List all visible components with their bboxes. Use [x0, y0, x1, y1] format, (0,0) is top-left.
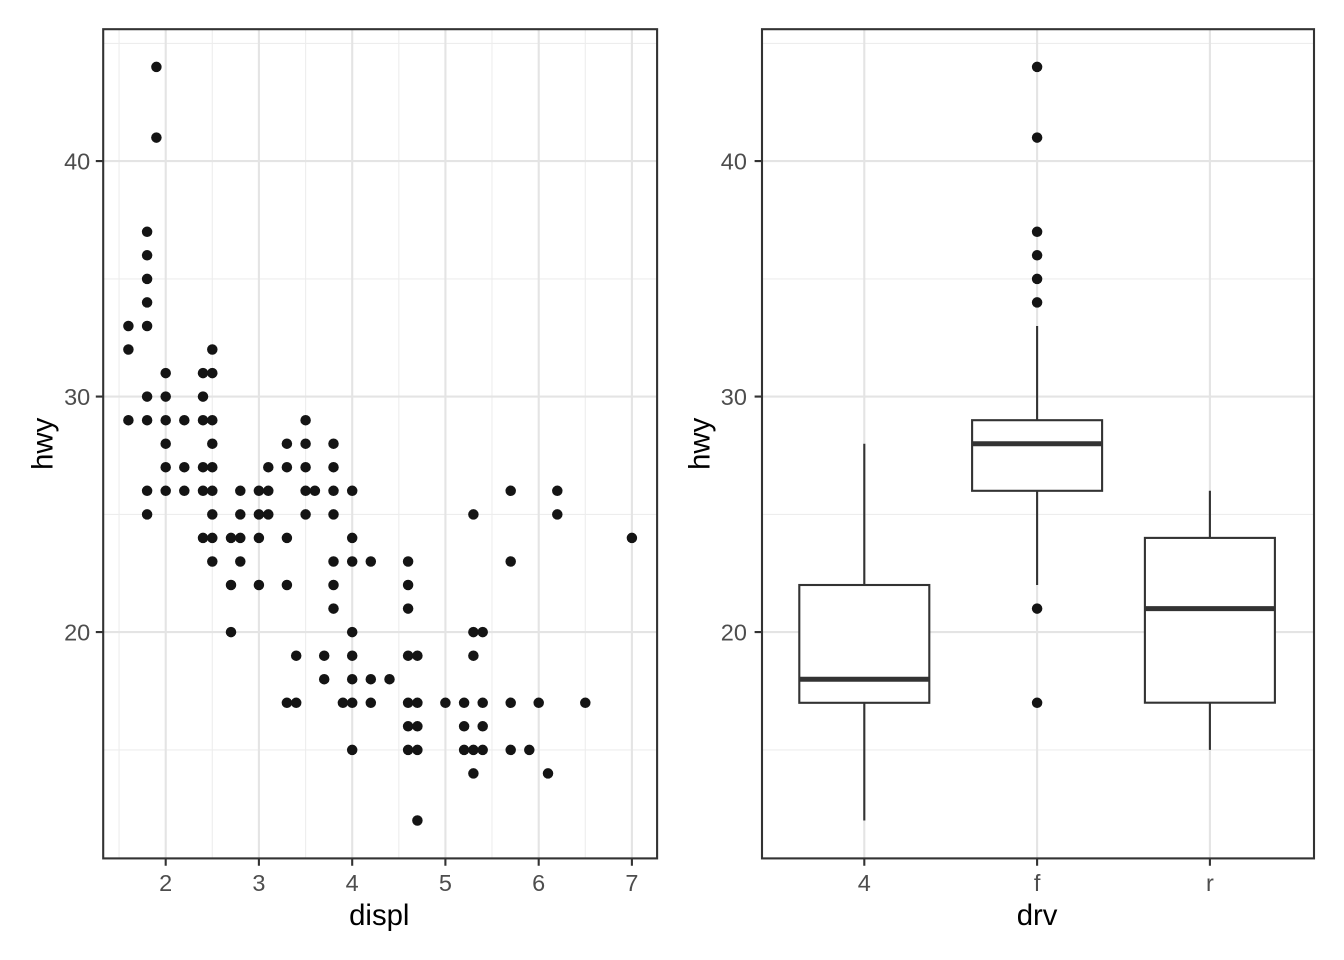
svg-text:hwy: hwy — [684, 417, 717, 469]
svg-text:30: 30 — [64, 384, 90, 410]
svg-text:40: 40 — [721, 149, 747, 175]
svg-text:drv: drv — [1017, 899, 1058, 932]
svg-text:5: 5 — [439, 870, 452, 896]
svg-text:hwy: hwy — [26, 417, 59, 469]
svg-text:displ: displ — [349, 899, 409, 932]
svg-text:3: 3 — [252, 870, 265, 896]
svg-text:r: r — [1206, 870, 1214, 896]
svg-text:20: 20 — [64, 620, 90, 646]
svg-text:4: 4 — [858, 870, 871, 896]
svg-text:30: 30 — [721, 384, 747, 410]
svg-text:20: 20 — [721, 620, 747, 646]
svg-text:2: 2 — [159, 870, 172, 896]
svg-text:6: 6 — [532, 870, 545, 896]
svg-text:f: f — [1034, 870, 1041, 896]
svg-text:40: 40 — [64, 149, 90, 175]
svg-text:7: 7 — [625, 870, 638, 896]
svg-text:4: 4 — [346, 870, 359, 896]
